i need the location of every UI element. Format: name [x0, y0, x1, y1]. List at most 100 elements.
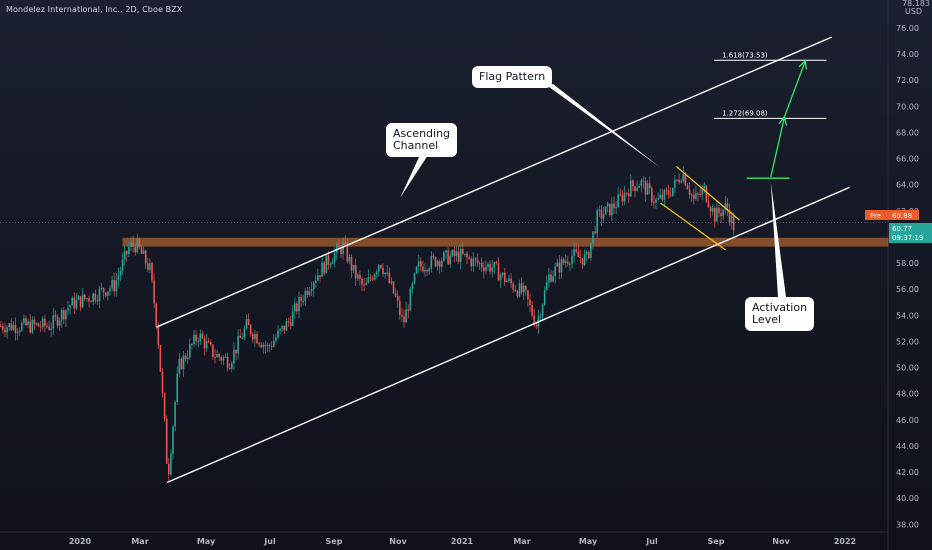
- candle-body: [369, 277, 372, 279]
- candle-body: [31, 319, 34, 333]
- candle-body: [606, 203, 609, 207]
- candle-body: [373, 274, 376, 280]
- candle-body: [174, 402, 176, 427]
- y-tick-label: 42.00: [896, 468, 919, 477]
- x-tick-label: Nov: [772, 537, 790, 546]
- candle-body: [552, 276, 554, 282]
- candle-body: [149, 263, 151, 270]
- candle-body: [348, 256, 351, 262]
- candle-body: [718, 207, 720, 214]
- candle-body: [480, 262, 483, 268]
- candle-body: [270, 346, 273, 348]
- candle-body: [724, 203, 727, 210]
- callout-flag-pattern-pointer: [545, 84, 661, 168]
- countdown-value: 09:37:19: [892, 234, 923, 242]
- candle-body: [558, 262, 561, 273]
- candle-body: [413, 273, 416, 284]
- candle-body: [48, 326, 50, 330]
- candle-body: [319, 275, 321, 277]
- candle-body: [126, 250, 128, 255]
- candle-body: [132, 242, 134, 247]
- candle-body: [567, 261, 569, 264]
- candle-body: [382, 267, 384, 275]
- candle-body: [514, 289, 517, 292]
- callout-flag-pattern: Flag Pattern: [472, 66, 553, 88]
- candle-body: [172, 426, 174, 454]
- y-axis-unit: USD: [905, 7, 922, 16]
- candle-body: [327, 255, 330, 265]
- flag-upper: [675, 165, 740, 221]
- ascending-channel-lower: [166, 186, 850, 484]
- candle-body: [258, 343, 260, 345]
- candle-body: [315, 280, 317, 283]
- candle-body: [711, 208, 714, 212]
- candle-body: [273, 340, 275, 347]
- candle-body: [153, 280, 155, 304]
- candle-body: [520, 283, 523, 293]
- callout-ascending-channel: Ascending Channel: [386, 123, 458, 157]
- flag-lower: [660, 202, 727, 251]
- candle-body: [627, 193, 630, 197]
- candle-body: [107, 291, 109, 296]
- candle-body: [417, 261, 420, 267]
- candle-body: [703, 185, 706, 189]
- candle-body: [23, 318, 25, 324]
- candle-body: [464, 253, 466, 255]
- candle-body: [363, 284, 365, 286]
- candle-body: [438, 261, 441, 267]
- candle-body: [432, 255, 435, 258]
- ticker-title: Mondelez International, Inc., 2D, Cboe B…: [6, 5, 183, 14]
- candle-body: [346, 243, 349, 262]
- candle-body: [306, 290, 309, 295]
- candle-body: [287, 321, 290, 323]
- candle-body: [264, 344, 267, 347]
- candle-body: [651, 188, 653, 202]
- candle-body: [728, 209, 731, 223]
- candle-body: [281, 325, 283, 329]
- candle-body: [333, 252, 336, 263]
- candle-body: [241, 337, 244, 339]
- candle-body: [142, 250, 145, 254]
- y-tick-label: 70.00: [896, 102, 919, 111]
- candle-body: [535, 324, 538, 327]
- arrow-to-1272: [770, 116, 786, 178]
- candle-body: [487, 264, 489, 267]
- candle-body: [436, 261, 439, 267]
- candle-body: [380, 265, 382, 268]
- candle-body: [529, 299, 531, 306]
- candle-body: [205, 341, 208, 349]
- candle-body: [562, 259, 565, 263]
- candle-body: [266, 345, 269, 347]
- candle-body: [453, 250, 456, 257]
- y-tick-label: 68.00: [896, 128, 919, 137]
- x-tick-label: Jul: [645, 537, 658, 546]
- candle-body: [291, 311, 294, 326]
- candle-body: [243, 328, 246, 338]
- candle-body: [365, 282, 367, 286]
- candle-body: [6, 327, 8, 333]
- candle-body: [54, 315, 57, 317]
- candle-body: [462, 248, 464, 254]
- candle-body: [430, 255, 433, 269]
- candle-body: [579, 256, 582, 259]
- candle-body: [279, 328, 281, 331]
- candle-body: [501, 272, 504, 276]
- candle-body: [63, 310, 65, 320]
- candle-body: [527, 290, 529, 300]
- candle-body: [58, 320, 61, 326]
- candle-body: [90, 301, 92, 303]
- candle-body: [231, 363, 233, 369]
- candle-body: [571, 255, 573, 264]
- candle-body: [105, 292, 107, 296]
- candle-body: [575, 249, 577, 252]
- candle-body: [94, 293, 97, 301]
- candle-body: [653, 201, 655, 203]
- y-tick-label: 74.00: [896, 50, 919, 59]
- candle-body: [617, 194, 619, 208]
- candle-body: [86, 298, 88, 300]
- callout-activation-level-pointer: [770, 182, 786, 297]
- candle-body: [457, 251, 460, 262]
- candle-body: [157, 325, 160, 345]
- candle-body: [525, 285, 527, 291]
